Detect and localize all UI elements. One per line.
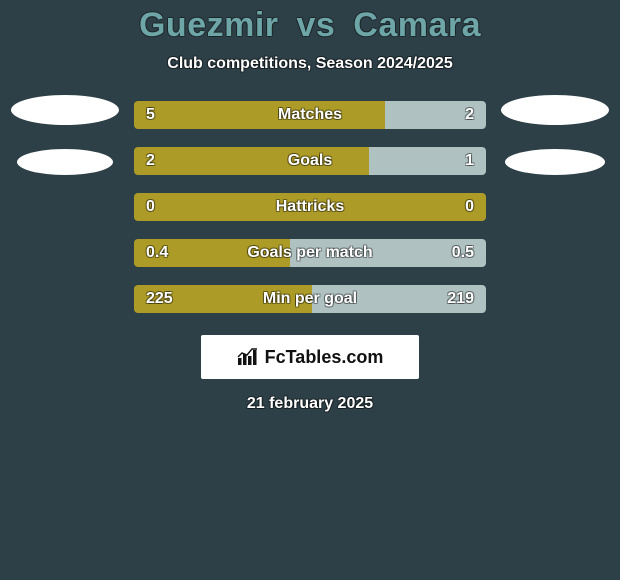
stat-row-goals: 2 Goals 1 [134, 147, 486, 175]
date-label: 21 february 2025 [0, 395, 620, 413]
stat-row-goals-per-match: 0.4 Goals per match 0.5 [134, 239, 486, 267]
stat-bar-left [134, 147, 369, 175]
player-left-name: Guezmir [139, 6, 279, 44]
stat-bar-left [134, 193, 486, 221]
team-right-logo-placeholder [505, 149, 605, 175]
stat-bar-right [369, 147, 486, 175]
stat-row-matches: 5 Matches 2 [134, 101, 486, 129]
title-vs: vs [296, 6, 335, 44]
brand-badge: FcTables.com [201, 335, 419, 379]
stat-bar-right [385, 101, 486, 129]
stat-row-hattricks: 0 Hattricks 0 [134, 193, 486, 221]
player-right-avatar-placeholder [501, 95, 609, 125]
player-left-avatar-placeholder [11, 95, 119, 125]
comparison-card: Guezmir vs Camara Club competitions, Sea… [0, 0, 620, 580]
player-right-name: Camara [353, 6, 481, 44]
subtitle: Club competitions, Season 2024/2025 [0, 55, 620, 73]
stat-bar-left [134, 101, 385, 129]
stat-bar-left [134, 239, 290, 267]
team-left-logo-placeholder [17, 149, 113, 175]
stat-bar-left [134, 285, 312, 313]
avatar-col-left [0, 95, 130, 175]
stat-bar-right [290, 239, 486, 267]
page-title: Guezmir vs Camara [0, 6, 620, 45]
stat-row-min-per-goal: 225 Min per goal 219 [134, 285, 486, 313]
bar-chart-icon [237, 348, 259, 366]
brand-label: FcTables.com [265, 347, 384, 368]
stat-rows: 5 Matches 2 2 Goals 1 0 Hattricks 0 [134, 101, 486, 313]
stats-chart: 5 Matches 2 2 Goals 1 0 Hattricks 0 [0, 101, 620, 413]
stat-bar-right [312, 285, 486, 313]
avatar-col-right [490, 95, 620, 175]
